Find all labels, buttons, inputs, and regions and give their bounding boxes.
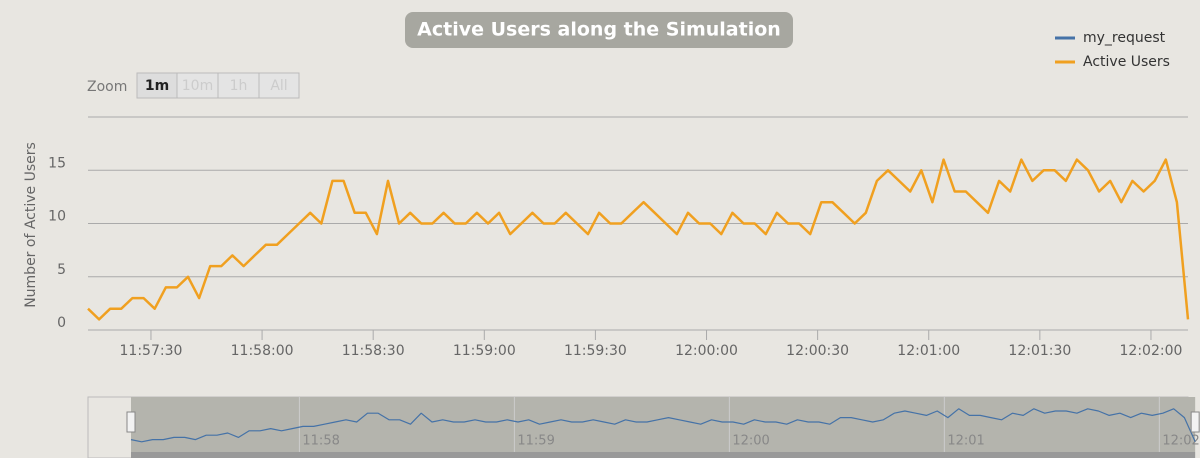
navigator-selection xyxy=(130,397,1196,452)
y-axis-label: Number of Active Users xyxy=(23,142,39,308)
y-tick-label: 10 xyxy=(48,209,66,225)
x-tick-label: 11:57:30 xyxy=(120,343,183,359)
x-tick-label: 12:00:30 xyxy=(786,343,849,359)
zoom-button-label[interactable]: 1m xyxy=(145,78,169,94)
x-tick-label: 12:02:00 xyxy=(1120,343,1183,359)
navigator-handle[interactable] xyxy=(126,411,136,433)
legend-label: Active Users xyxy=(1083,54,1170,70)
zoom-button[interactable] xyxy=(258,72,300,99)
x-tick-label: 12:00:00 xyxy=(675,343,738,359)
x-tick-label: 11:58:30 xyxy=(342,343,405,359)
navigator-scrollbar xyxy=(130,452,1196,458)
navigator-line xyxy=(130,408,1196,443)
x-tick-label: 11:59:30 xyxy=(564,343,627,359)
x-tick-label: 12:01:30 xyxy=(1008,343,1071,359)
navigator-tick-label: 12:02 xyxy=(1162,434,1199,449)
navigator-tick-label: 12:01 xyxy=(947,434,984,449)
zoom-button-label[interactable]: 10m xyxy=(182,78,213,94)
zoom-button-label[interactable]: All xyxy=(270,78,287,94)
y-tick-label: 0 xyxy=(57,315,66,331)
legend-label: my_request xyxy=(1083,30,1166,46)
zoom-label: Zoom xyxy=(87,79,127,95)
navigator-tick-label: 12:00 xyxy=(732,434,769,449)
zoom-button-label[interactable]: 1h xyxy=(230,78,248,94)
chart-title: Active Users along the Simulation xyxy=(417,19,781,41)
x-tick-label: 11:58:00 xyxy=(231,343,294,359)
y-tick-label: 15 xyxy=(48,155,66,171)
navigator-tick-label: 11:59 xyxy=(517,434,554,449)
zoom-button[interactable] xyxy=(176,72,219,99)
y-tick-label: 5 xyxy=(57,262,66,278)
title-box xyxy=(405,12,793,48)
x-tick-label: 12:01:00 xyxy=(897,343,960,359)
navigator-handle[interactable] xyxy=(1190,411,1200,433)
series-line xyxy=(87,158,1190,321)
navigator-tick-label: 11:58 xyxy=(302,434,339,449)
x-tick-label: 11:59:00 xyxy=(453,343,516,359)
